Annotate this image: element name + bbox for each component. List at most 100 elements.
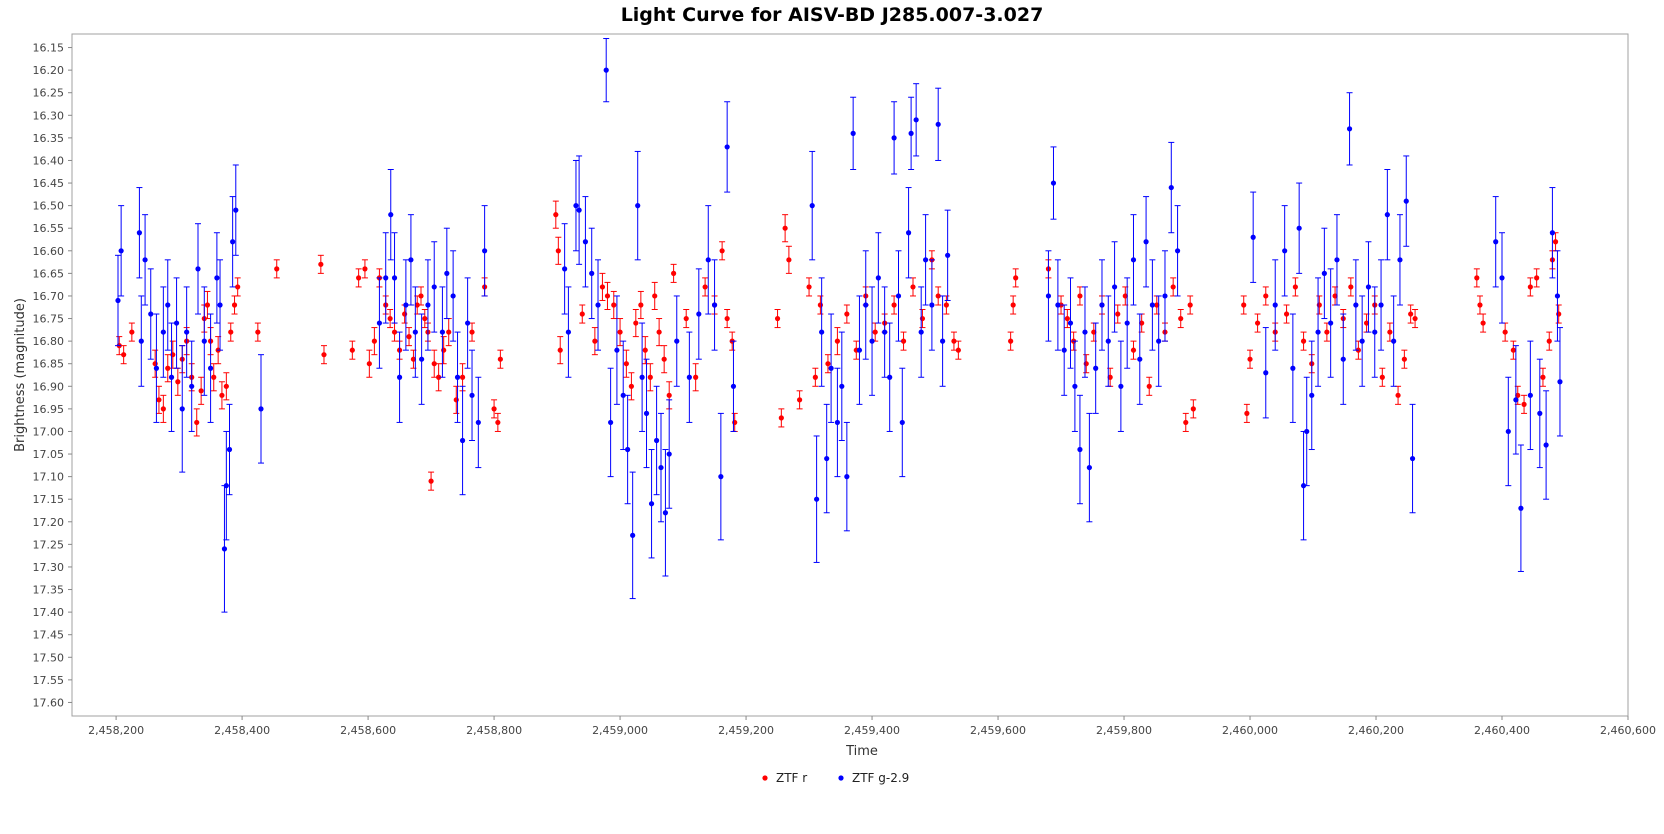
x-tick-label: 2,460,200 <box>1348 724 1404 737</box>
data-point <box>1412 315 1418 322</box>
data-point <box>895 293 902 299</box>
data-point <box>603 67 609 73</box>
data-point <box>1321 270 1327 276</box>
data-point <box>1543 442 1549 448</box>
data-point <box>403 302 409 308</box>
data-point <box>806 284 812 290</box>
data-point <box>138 338 144 344</box>
data-point <box>951 338 957 344</box>
data-point <box>469 392 475 398</box>
data-point <box>913 117 919 123</box>
data-point <box>642 347 648 353</box>
data-point <box>1045 293 1052 299</box>
data-point <box>819 329 825 335</box>
data-point <box>422 315 428 322</box>
data-point <box>175 379 181 385</box>
x-tick-label: 2,460,000 <box>1222 724 1278 737</box>
y-tick-label: 17.40 <box>33 606 65 619</box>
data-point <box>638 302 644 308</box>
data-point <box>217 302 223 308</box>
data-point <box>875 275 881 281</box>
data-point <box>786 257 792 263</box>
data-point <box>1086 464 1092 471</box>
y-tick-label: 17.00 <box>33 425 65 438</box>
data-point <box>230 239 236 245</box>
y-tick-label: 16.75 <box>33 313 65 326</box>
data-point <box>221 546 228 552</box>
x-tick-label: 2,459,400 <box>844 724 900 737</box>
data-point <box>1518 505 1524 511</box>
data-point <box>219 392 225 398</box>
data-point <box>402 311 408 317</box>
data-point <box>683 315 689 322</box>
data-point <box>719 248 725 254</box>
data-point <box>582 239 589 245</box>
data-point <box>1064 315 1070 322</box>
chart-title: Light Curve for AISV-BD J285.007-3.027 <box>621 4 1044 26</box>
x-tick-label: 2,460,600 <box>1600 724 1656 737</box>
data-point <box>1527 284 1533 290</box>
legend-label-ztf-r: ZTF r <box>776 771 807 785</box>
data-point <box>887 374 893 380</box>
data-point <box>839 383 845 389</box>
data-point <box>194 419 200 426</box>
x-tick-label: 2,459,200 <box>718 724 774 737</box>
y-tick-label: 16.90 <box>33 380 65 393</box>
y-tick-label: 16.15 <box>33 42 65 55</box>
data-point <box>1250 234 1256 240</box>
data-point <box>201 338 207 344</box>
y-tick-label: 16.25 <box>33 87 65 100</box>
data-point <box>1168 184 1174 191</box>
data-point <box>625 446 631 453</box>
data-point <box>1309 392 1315 398</box>
data-point <box>274 266 280 272</box>
data-point <box>891 302 897 308</box>
data-point <box>814 496 820 502</box>
data-point <box>160 329 166 335</box>
data-point <box>1118 383 1124 389</box>
y-tick-label: 16.60 <box>33 245 65 258</box>
data-point <box>450 293 456 299</box>
y-tick-label: 17.30 <box>33 561 65 574</box>
x-tick-label: 2,458,400 <box>214 724 270 737</box>
data-point <box>179 406 185 412</box>
data-point <box>1316 302 1322 308</box>
data-point <box>1055 302 1061 308</box>
y-tick-label: 16.85 <box>33 358 65 371</box>
data-point <box>406 334 412 340</box>
data-point <box>1170 284 1176 290</box>
data-point <box>671 270 677 276</box>
data-point <box>824 455 830 462</box>
data-point <box>1244 410 1250 416</box>
data-point <box>1557 379 1563 385</box>
data-point <box>693 374 699 380</box>
plot-area <box>71 33 1629 717</box>
data-point <box>662 510 669 516</box>
data-point <box>371 338 377 344</box>
data-point <box>599 284 606 290</box>
data-point <box>1395 392 1401 398</box>
data-point <box>1408 311 1414 317</box>
data-point <box>702 284 708 290</box>
x-axis-ticks: 2,458,200 2,458,400 2,458,600 2,458,800 2,45… <box>88 716 1656 737</box>
data-point <box>1493 239 1499 245</box>
data-point <box>1072 383 1078 389</box>
data-point <box>611 302 617 308</box>
data-point <box>1283 311 1290 317</box>
data-point <box>1505 428 1511 435</box>
x-tick-label: 2,458,200 <box>88 724 144 737</box>
data-point <box>115 297 121 304</box>
data-point <box>387 315 393 322</box>
data-point <box>1379 374 1385 380</box>
x-tick-label: 2,458,600 <box>340 724 396 737</box>
data-point <box>156 397 162 403</box>
data-point <box>495 419 501 426</box>
series-ztf-r <box>116 200 1562 491</box>
data-point <box>628 383 635 389</box>
data-point <box>1300 338 1307 344</box>
data-point <box>231 302 238 308</box>
x-tick-label: 2,459,000 <box>592 724 648 737</box>
y-tick-label: 16.30 <box>33 109 65 122</box>
data-point <box>195 266 201 272</box>
